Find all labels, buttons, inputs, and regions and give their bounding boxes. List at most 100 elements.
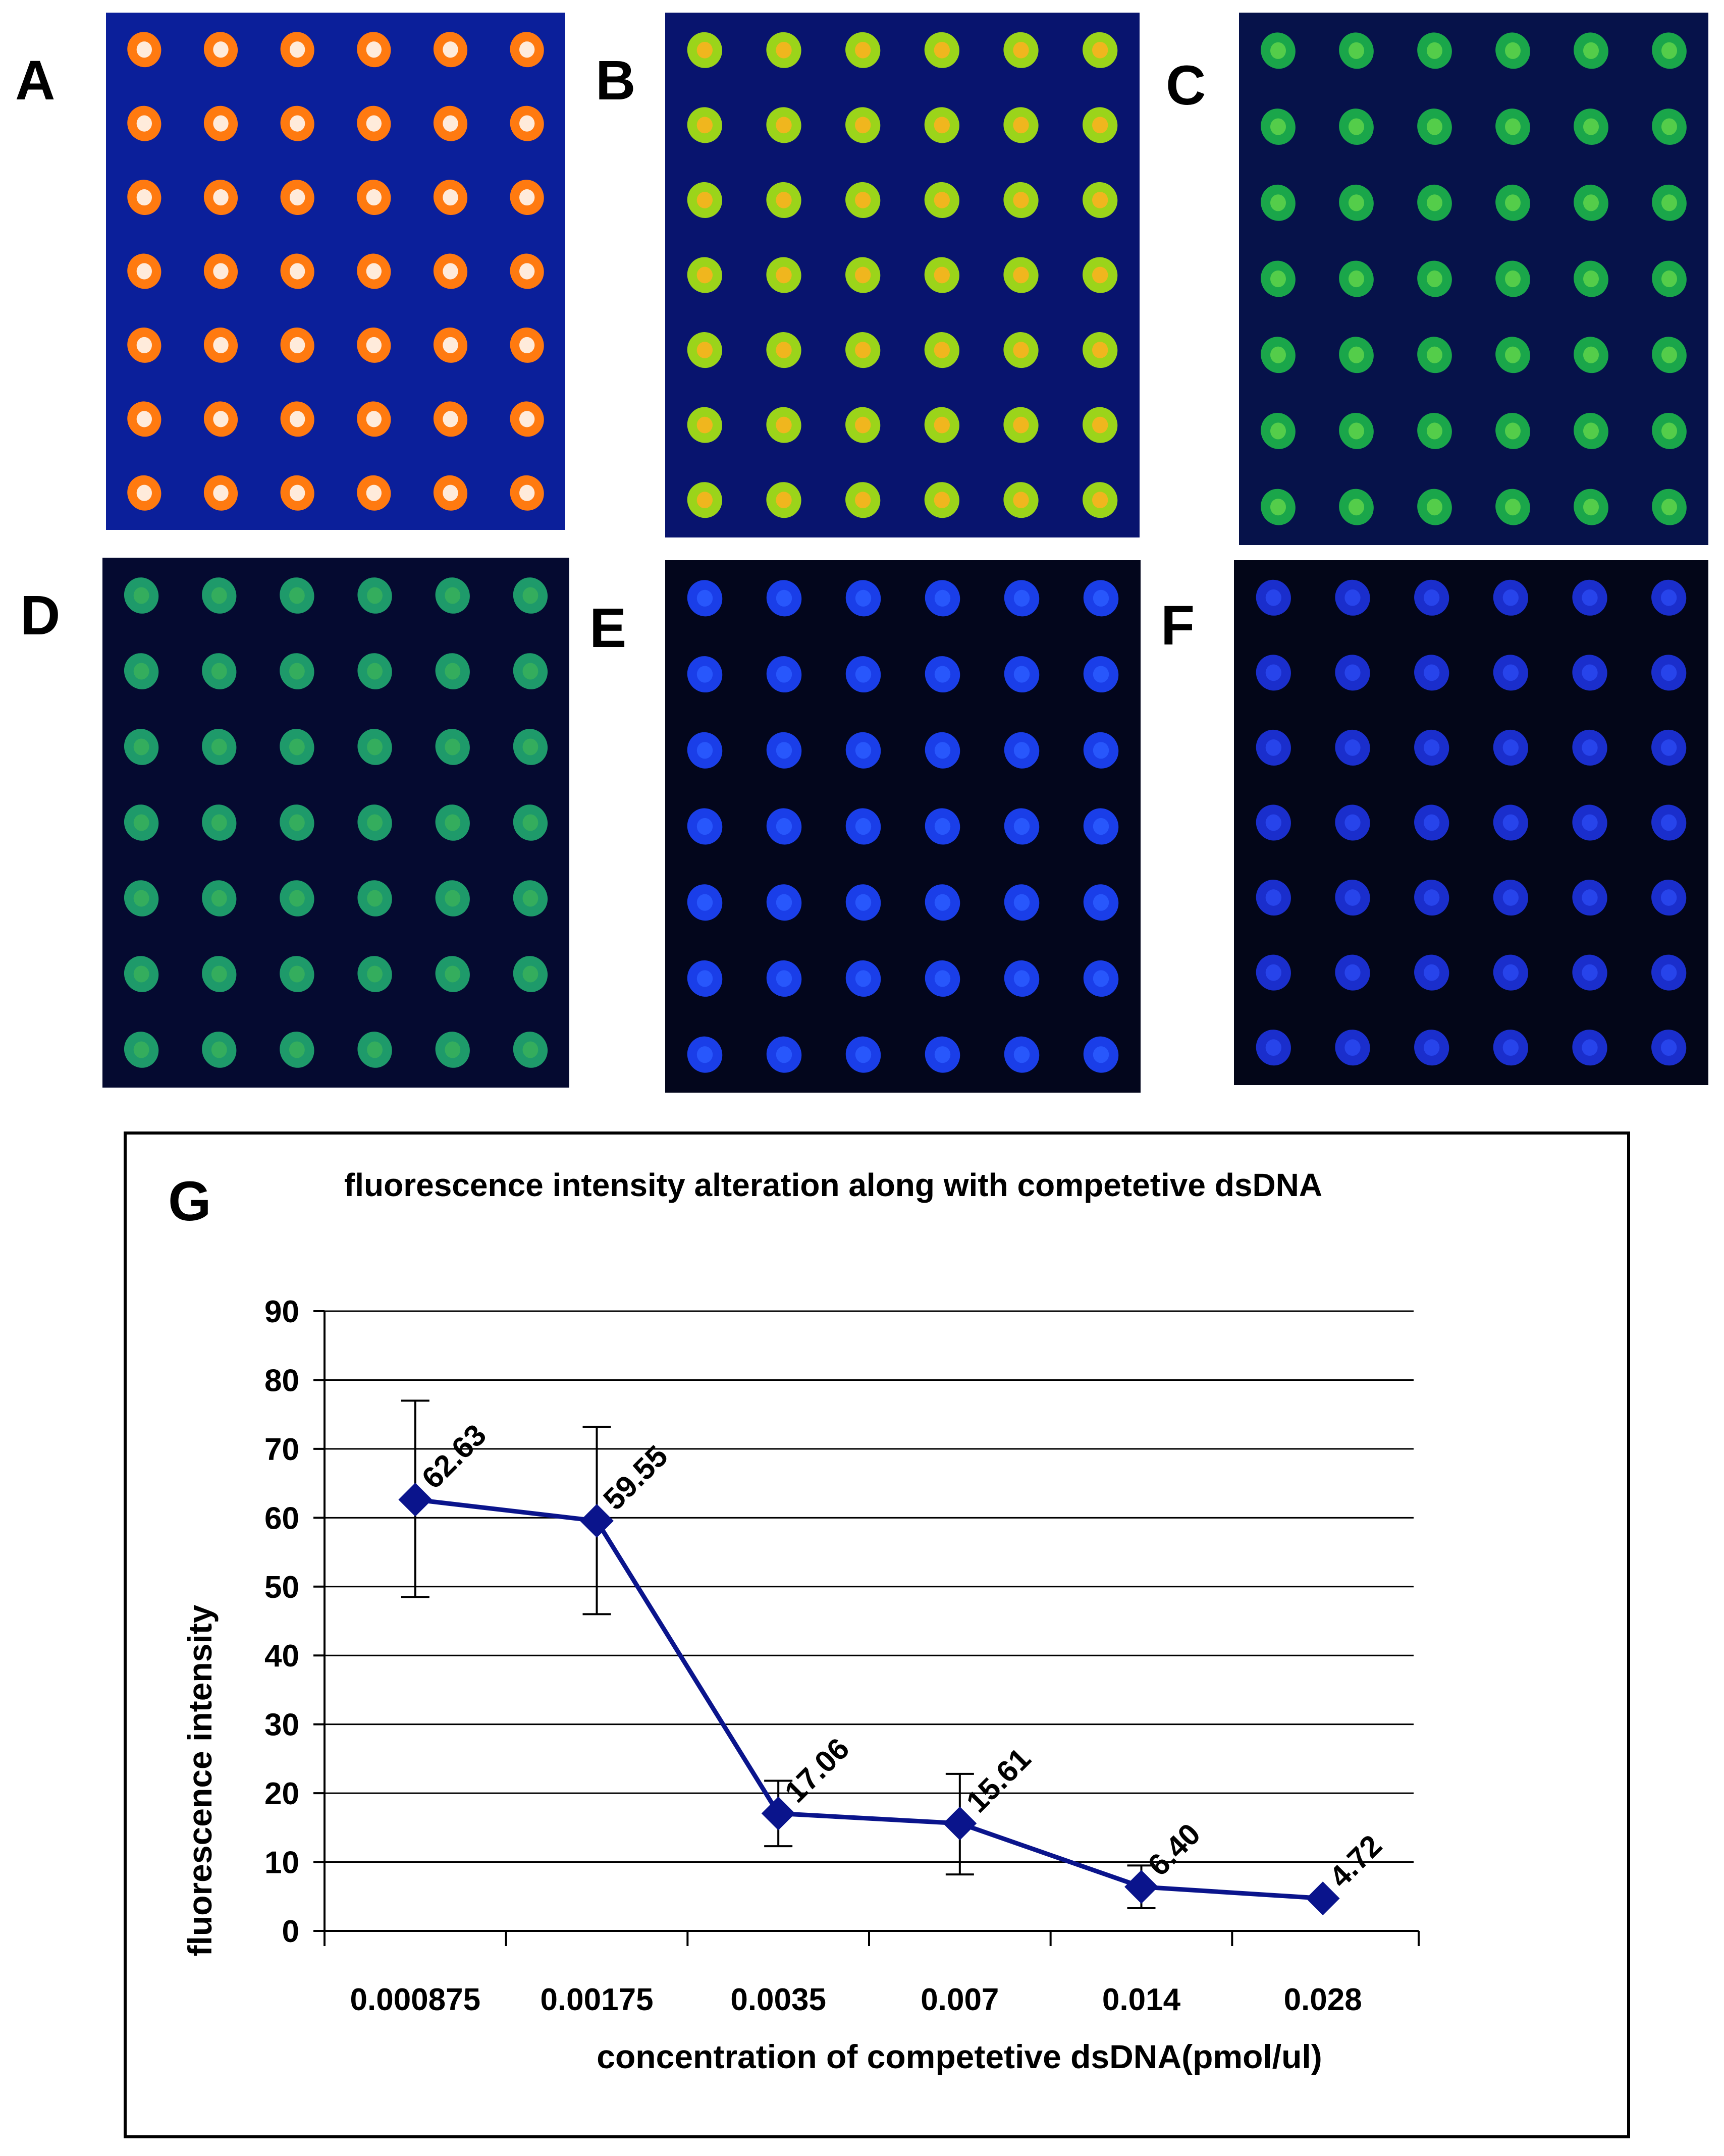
array-spot (1417, 489, 1452, 525)
array-spot (766, 1036, 802, 1073)
array-spot (1083, 332, 1118, 368)
panel-label-f: F (1161, 595, 1195, 657)
array-spot (1572, 880, 1607, 916)
array-spot (433, 327, 468, 363)
array-spot (1652, 184, 1687, 221)
array-spot (845, 332, 881, 368)
array-spot (513, 1032, 548, 1068)
array-spot (687, 808, 723, 845)
array-spot (1004, 580, 1040, 617)
array-spot (280, 327, 314, 363)
chart-axes: 0 10 20 30 40 50 60 70 80 90 0.000875 0.00175 0.0035… (264, 1295, 1420, 2017)
array-spot (1003, 32, 1039, 68)
array-spot (924, 182, 959, 218)
array-spot (1261, 337, 1296, 373)
array-spot (1339, 337, 1374, 373)
array-spot (1414, 804, 1449, 841)
array-spot (127, 327, 161, 363)
array-spot (845, 1036, 881, 1073)
array-spot (1004, 1036, 1040, 1073)
array-spot (280, 401, 314, 437)
array-spot (1083, 32, 1118, 68)
array-spot (127, 32, 161, 68)
array-spot (766, 32, 801, 68)
series-line (415, 1497, 1323, 1901)
array-spot (1651, 729, 1687, 766)
array-spot (1261, 32, 1296, 69)
array-spot (1083, 656, 1119, 693)
data-label: 15.61 (960, 1742, 1038, 1819)
array-spot (766, 656, 802, 693)
array-spot (510, 105, 544, 141)
array-spot (1417, 184, 1452, 221)
array-spot (202, 729, 237, 765)
array-spot (1417, 109, 1452, 145)
x-tick-label: 0.00175 (540, 1982, 653, 2017)
array-spot (1335, 880, 1370, 916)
array-spot (1335, 579, 1370, 616)
array-spot (925, 884, 960, 921)
array-spot (1339, 412, 1374, 449)
array-spot (280, 1032, 314, 1068)
array-spot (513, 729, 548, 765)
array-spot (687, 656, 723, 693)
array-spot (687, 257, 722, 293)
array-spot (1003, 407, 1039, 443)
array-spot (1083, 732, 1119, 769)
array-spot (845, 656, 881, 693)
array-spot (203, 32, 238, 68)
array-spot (433, 253, 468, 289)
array-spot (357, 253, 391, 289)
array-spot (202, 653, 237, 689)
array-spot (1417, 32, 1452, 69)
array-spot (924, 257, 959, 293)
y-tick-label: 0 (282, 1914, 299, 1949)
array-spot (687, 1036, 723, 1073)
array-spot (1574, 184, 1608, 221)
array-spot (1572, 655, 1607, 691)
array-spot (1083, 884, 1119, 921)
array-spot (1003, 482, 1039, 518)
array-spot (433, 105, 468, 141)
array-spot (435, 956, 470, 992)
y-tick-label: 90 (264, 1295, 299, 1329)
array-spot (357, 401, 391, 437)
array-spot (687, 580, 723, 617)
array-spot (687, 960, 723, 997)
array-spot (1572, 804, 1607, 841)
array-spot (1256, 655, 1291, 691)
array-spot (845, 580, 881, 617)
array-spot (1339, 489, 1374, 525)
array-spot (510, 180, 544, 215)
array-spot (925, 808, 960, 845)
array-spot (203, 253, 238, 289)
array-spot (510, 475, 544, 511)
y-tick-label: 50 (264, 1570, 299, 1605)
array-spot (924, 407, 959, 443)
array-spot (1572, 579, 1607, 616)
array-spot (1339, 109, 1374, 145)
array-spot (357, 475, 391, 511)
array-spot (124, 1032, 159, 1068)
data-point-marker (943, 1806, 977, 1841)
array-spot (510, 401, 544, 437)
array-spot (203, 105, 238, 141)
array-spot (1335, 804, 1370, 841)
data-point-marker (398, 1483, 433, 1517)
array-spot (435, 577, 470, 614)
array-spot (1493, 880, 1528, 916)
array-spot (687, 407, 722, 443)
y-tick-label: 80 (264, 1363, 299, 1398)
array-spot (435, 1032, 470, 1068)
array-spot (127, 253, 161, 289)
array-spot (1652, 489, 1687, 525)
array-spot (280, 253, 314, 289)
fluorescence-chart: G fluorescence intensity alteration alon… (168, 1167, 1420, 2075)
array-spot (1572, 954, 1607, 991)
array-spot (766, 580, 802, 617)
array-spot (1414, 729, 1449, 766)
array-spot (357, 327, 391, 363)
array-spot (1572, 729, 1607, 766)
array-spot (280, 105, 314, 141)
array-spot (1256, 880, 1291, 916)
